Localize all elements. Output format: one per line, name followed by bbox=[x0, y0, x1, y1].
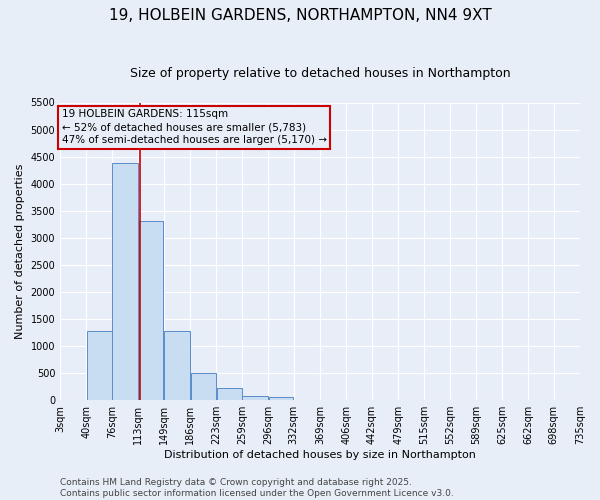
Bar bbox=[269, 397, 293, 400]
Text: Contains HM Land Registry data © Crown copyright and database right 2025.
Contai: Contains HM Land Registry data © Crown c… bbox=[60, 478, 454, 498]
Y-axis label: Number of detached properties: Number of detached properties bbox=[15, 164, 25, 339]
Bar bbox=[164, 331, 190, 400]
Bar bbox=[87, 332, 112, 400]
Bar bbox=[139, 221, 163, 400]
Text: 19, HOLBEIN GARDENS, NORTHAMPTON, NN4 9XT: 19, HOLBEIN GARDENS, NORTHAMPTON, NN4 9X… bbox=[109, 8, 491, 22]
Bar bbox=[217, 388, 242, 400]
Title: Size of property relative to detached houses in Northampton: Size of property relative to detached ho… bbox=[130, 68, 511, 80]
Bar bbox=[112, 163, 138, 400]
X-axis label: Distribution of detached houses by size in Northampton: Distribution of detached houses by size … bbox=[164, 450, 476, 460]
Text: 19 HOLBEIN GARDENS: 115sqm
← 52% of detached houses are smaller (5,783)
47% of s: 19 HOLBEIN GARDENS: 115sqm ← 52% of deta… bbox=[62, 109, 326, 146]
Bar bbox=[242, 396, 268, 400]
Bar bbox=[191, 373, 216, 400]
